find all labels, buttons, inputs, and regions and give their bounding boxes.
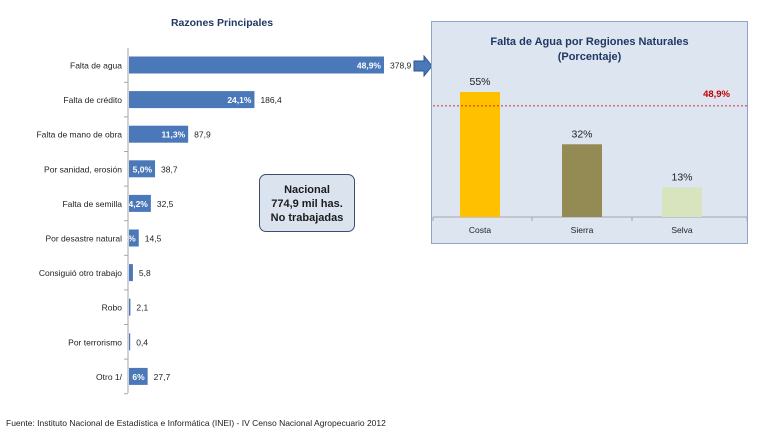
reason-bar <box>129 91 255 109</box>
reasons-chart-title: Razones Principales <box>171 17 273 29</box>
national-summary-line-1: Nacional <box>284 184 330 196</box>
water-chart-title: Falta de Agua por Regiones Naturales <box>490 36 689 48</box>
category-label: Consiguió otro trabajo <box>39 268 122 278</box>
reason-bar <box>129 160 156 178</box>
reason-bar <box>129 298 131 316</box>
percent-label: 6% <box>132 372 145 382</box>
value-label: 32,5 <box>157 199 174 209</box>
value-label: 27,7 <box>154 372 171 382</box>
reason-bar <box>129 56 384 74</box>
national-summary-line-3: No trabajadas <box>270 212 344 224</box>
category-label: Falta de mano de obra <box>36 130 122 140</box>
percent-label: 2% <box>123 234 136 244</box>
percent-label: 4,2% <box>128 199 148 209</box>
value-label: 378,9 <box>390 61 412 71</box>
reason-bar <box>129 194 151 212</box>
value-label: 5,8 <box>139 268 151 278</box>
water-chart-subtitle: (Porcentaje) <box>557 51 622 63</box>
region-category-label: Costa <box>469 225 491 235</box>
region-value-label: 13% <box>671 171 692 183</box>
national-summary-line-2: 774,9 mil has. <box>271 198 343 210</box>
reason-bar <box>129 125 189 143</box>
reasons-bar-chart: Razones Principales Falta de agua 48,9% 37… <box>36 17 412 395</box>
right-arrow-icon <box>413 55 433 77</box>
reason-bar <box>129 367 148 385</box>
category-label: Por sanidad, erosión <box>44 164 122 174</box>
category-label: Por desastre natural <box>45 234 122 244</box>
reason-bar <box>129 333 131 351</box>
category-label: Falta de semilla <box>62 199 122 209</box>
region-value-label: 32% <box>571 128 592 140</box>
reason-bar <box>129 229 139 247</box>
category-label: Falta de agua <box>70 61 122 71</box>
category-label: Por terrorismo <box>68 337 122 347</box>
region-bar <box>662 187 702 217</box>
percent-label: 5,0% <box>133 164 153 174</box>
value-label: 2,1 <box>136 303 148 313</box>
region-value-label: 55% <box>469 76 490 88</box>
reference-label: 48,9% <box>703 89 730 100</box>
water-shortage-bar-chart: 55% Costa 32% Sierra 13% Selva 48,9% <box>432 76 748 235</box>
value-label: 87,9 <box>194 130 211 140</box>
region-category-label: Sierra <box>571 225 594 235</box>
region-category-label: Selva <box>671 225 693 235</box>
value-label: 14,5 <box>145 234 162 244</box>
value-label: 186,4 <box>260 95 282 105</box>
category-label: Otro 1/ <box>96 372 123 382</box>
value-label: 38,7 <box>161 164 178 174</box>
category-label: Falta de crédito <box>63 95 122 105</box>
water-shortage-panel: Falta de Agua por Regiones Naturales (Po… <box>431 21 748 244</box>
source-note: Fuente: Instituto Nacional de Estadístic… <box>6 418 386 428</box>
reason-bar <box>129 264 133 282</box>
percent-label: 11,3% <box>162 130 186 140</box>
percent-label: 48,9% <box>357 61 382 71</box>
region-bar <box>460 92 500 217</box>
percent-label: 24,1% <box>227 95 252 105</box>
category-label: Robo <box>102 303 123 313</box>
region-bar <box>562 144 602 217</box>
value-label: 0,4 <box>136 337 148 347</box>
national-summary-box: Nacional 774,9 mil has. No trabajadas <box>259 174 355 232</box>
